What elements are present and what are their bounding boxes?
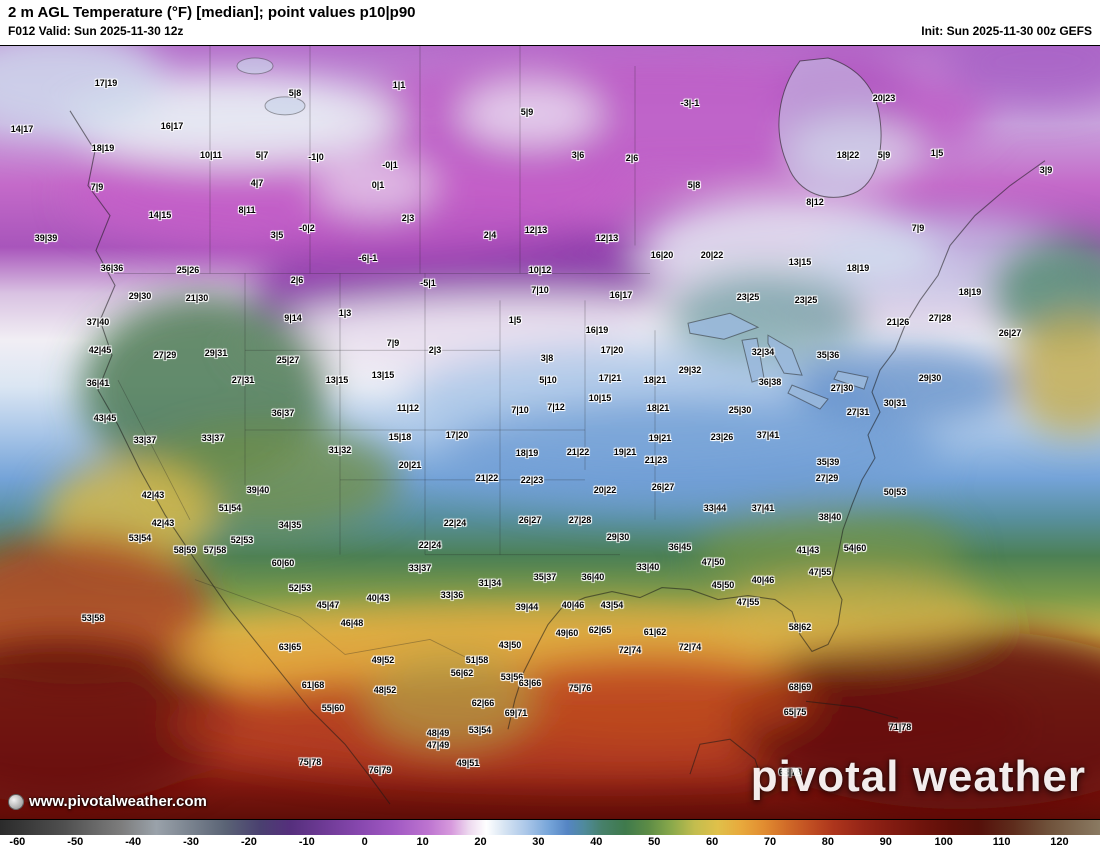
map-header: 2 m AGL Temperature (°F) [median]; point… [0, 0, 1100, 45]
colorbar-tick-label: 30 [532, 836, 545, 848]
colorbar-tick-label: 40 [590, 836, 603, 848]
colorbar-tick-label: 0 [361, 836, 368, 848]
colorbar-tick-label: -60 [9, 836, 26, 848]
colorbar-tick-label: 50 [648, 836, 661, 848]
watermark-brand: pivotal weather [750, 752, 1086, 801]
colorbar-tick-label: -20 [240, 836, 257, 848]
temperature-anomaly-blobs [0, 46, 1100, 809]
globe-icon [8, 793, 24, 810]
great-lakes [687, 312, 869, 410]
colorbar-tick-label: 90 [879, 836, 892, 848]
colorbar-tick-label: 120 [1050, 836, 1069, 848]
colorbar-tick-label: 100 [934, 836, 953, 848]
map-title: 2 m AGL Temperature (°F) [median]; point… [8, 4, 416, 21]
colorbar: -60 -50 -40 -30 -20 -10 0 10 20 30 40 50 60 70 80 90 100… [0, 820, 1100, 850]
valid-time-label: F012 Valid: Sun 2025-11-30 12z [8, 23, 184, 38]
colorbar-tick-label: -40 [125, 836, 142, 848]
colorbar-tick-label: -10 [298, 836, 315, 848]
state-borders [112, 46, 656, 660]
watermark-url: www.pivotalweather.com [8, 793, 207, 810]
colorbar-tick-label: 60 [705, 836, 719, 848]
init-time-label: Init: Sun 2025-11-30 00z GEFS [921, 23, 1092, 38]
watermark-url-text: www.pivotalweather.com [29, 793, 207, 810]
yucatan [689, 738, 761, 775]
colorbar-tick-label: 80 [821, 836, 835, 848]
hudson-bay [236, 57, 882, 198]
map-canvas[interactable] [0, 45, 1100, 820]
colorbar-gradient [0, 820, 1100, 835]
colorbar-tick-label: 20 [474, 836, 487, 848]
cuba [805, 700, 899, 719]
colorbar-tick-label: -50 [67, 836, 84, 848]
coastlines [69, 110, 1046, 805]
temperature-field-svg [0, 46, 1100, 819]
colorbar-tick-label: -30 [183, 836, 199, 848]
colorbar-tick-label: 10 [416, 836, 429, 848]
colorbar-tick-label: 70 [763, 836, 777, 848]
colorbar-ticks: -60 -50 -40 -30 -20 -10 0 10 20 30 40 50 60 70 80 90 100… [0, 835, 1100, 850]
colorbar-tick-label: 110 [992, 836, 1011, 848]
